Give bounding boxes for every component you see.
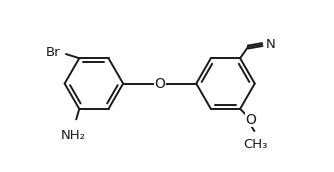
Text: CH₃: CH₃ [243, 138, 268, 151]
Text: NH₂: NH₂ [61, 129, 86, 142]
Text: Br: Br [46, 46, 61, 59]
Text: N: N [266, 38, 276, 51]
Text: O: O [245, 113, 256, 127]
Text: O: O [154, 77, 165, 91]
